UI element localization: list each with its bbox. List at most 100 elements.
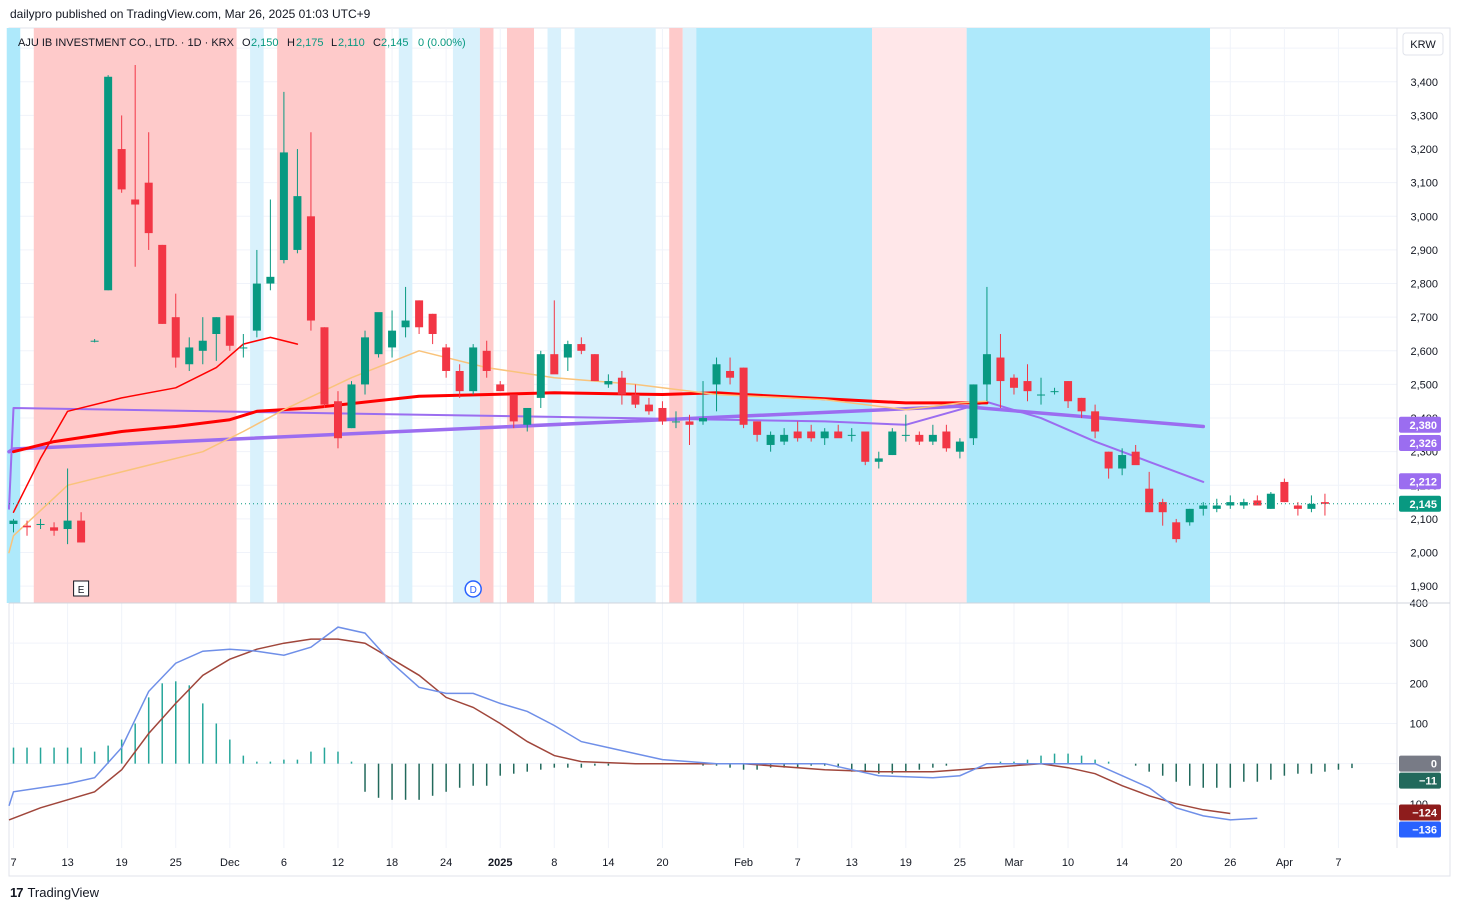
candle-body: [1023, 381, 1032, 392]
symbol-legend[interactable]: AJU IB INVESTMENT CO., LTD. · 1D · KRX O…: [18, 37, 466, 49]
candle: [1212, 498, 1221, 513]
candle-body: [1131, 451, 1140, 466]
macd-badge: 0: [1399, 755, 1441, 772]
background-zone: [872, 28, 967, 603]
price-tick-label: 2,100: [1410, 514, 1438, 526]
candle: [1226, 495, 1235, 509]
candle: [577, 337, 586, 355]
candle: [131, 64, 140, 267]
candle: [415, 300, 424, 334]
candle-body: [996, 357, 1005, 382]
candle: [333, 391, 342, 449]
candle: [536, 350, 545, 408]
macd-badge-box: [1399, 755, 1441, 772]
price-badge-box: [1399, 473, 1441, 490]
time-tick-label: 25: [170, 857, 182, 869]
price-tick-label: 3,000: [1410, 211, 1438, 223]
close-label: C: [373, 37, 381, 49]
background-zone: [506, 28, 535, 603]
candle: [266, 199, 275, 291]
candle-body: [212, 317, 221, 334]
candle-body: [1064, 381, 1073, 402]
candle-body: [36, 523, 45, 525]
dividend-marker-circle: [464, 580, 482, 598]
candle-body: [455, 370, 464, 392]
candle: [766, 431, 775, 452]
candle-body: [550, 354, 559, 375]
candle-body: [347, 384, 356, 429]
candle-body: [144, 182, 153, 234]
candle-body: [509, 394, 518, 422]
candle-body: [915, 434, 924, 442]
time-tick-label: 12: [332, 857, 344, 869]
candle-body: [306, 216, 315, 321]
macd-badge-label: 0: [1431, 759, 1437, 771]
candle-body: [1212, 505, 1221, 509]
macd-pane: [8, 626, 1353, 821]
candle-body: [969, 384, 978, 439]
close-value: 2,145: [381, 37, 409, 49]
candle-body: [671, 421, 680, 423]
candle: [1023, 364, 1032, 402]
time-tick-label: 19: [900, 857, 912, 869]
macd-badge-box: [1399, 821, 1441, 838]
currency-label: KRW: [1410, 39, 1436, 51]
candle-body: [1009, 377, 1018, 388]
time-tick-label: 6: [281, 857, 287, 869]
background-zone: [669, 28, 683, 603]
price-badge-label: 2,212: [1409, 476, 1437, 488]
candle-body: [523, 407, 532, 425]
candle: [1104, 451, 1113, 479]
macd-tick-label: 200: [1410, 678, 1428, 690]
time-tick-label: 20: [656, 857, 668, 869]
price-badge-label: 2,326: [1409, 438, 1437, 450]
candle: [401, 286, 410, 338]
candle: [158, 244, 167, 324]
candle: [1158, 498, 1167, 526]
time-tick-label: 20: [1170, 857, 1182, 869]
candle-body: [415, 300, 424, 328]
candle: [293, 149, 302, 254]
price-badge: 2,145: [1399, 495, 1441, 512]
candle-body: [239, 347, 248, 349]
candle: [198, 317, 207, 365]
candle-body: [117, 149, 126, 190]
candle-body: [1239, 502, 1248, 506]
macd-tick-label: 100: [1410, 718, 1428, 730]
currency-button-box[interactable]: [1402, 32, 1444, 56]
candle-body: [604, 381, 613, 385]
candle: [347, 381, 356, 429]
background-zones: [6, 28, 1211, 603]
time-tick-label: Apr: [1276, 857, 1293, 869]
candle-body: [617, 377, 626, 395]
candle: [942, 424, 951, 452]
time-tick-label: 14: [1116, 857, 1128, 869]
candle-body: [63, 520, 72, 530]
candle: [1172, 518, 1181, 543]
candle-body: [590, 354, 599, 382]
candle: [793, 421, 802, 442]
time-tick-label: Feb: [734, 857, 753, 869]
low-value: 2,110: [338, 37, 365, 49]
currency-button[interactable]: KRW: [1402, 32, 1444, 56]
time-tick-label: 25: [954, 857, 966, 869]
price-tick-label: 2,900: [1410, 245, 1438, 257]
candle-body: [1226, 502, 1235, 506]
candle: [9, 518, 18, 533]
time-tick-label: Mar: [1005, 857, 1024, 869]
candle-body: [1280, 481, 1289, 503]
candle-body: [753, 421, 762, 435]
macd-badge-label: −124: [1412, 807, 1438, 819]
candle-body: [955, 441, 964, 452]
candle: [644, 397, 653, 415]
candle: [252, 249, 261, 338]
candle-body: [699, 418, 708, 422]
candle: [901, 414, 910, 442]
candle: [469, 344, 478, 395]
candle-body: [90, 340, 99, 342]
candle-body: [874, 458, 883, 462]
candle-body: [225, 315, 234, 346]
candle-body: [1293, 505, 1302, 509]
candle: [117, 115, 126, 193]
